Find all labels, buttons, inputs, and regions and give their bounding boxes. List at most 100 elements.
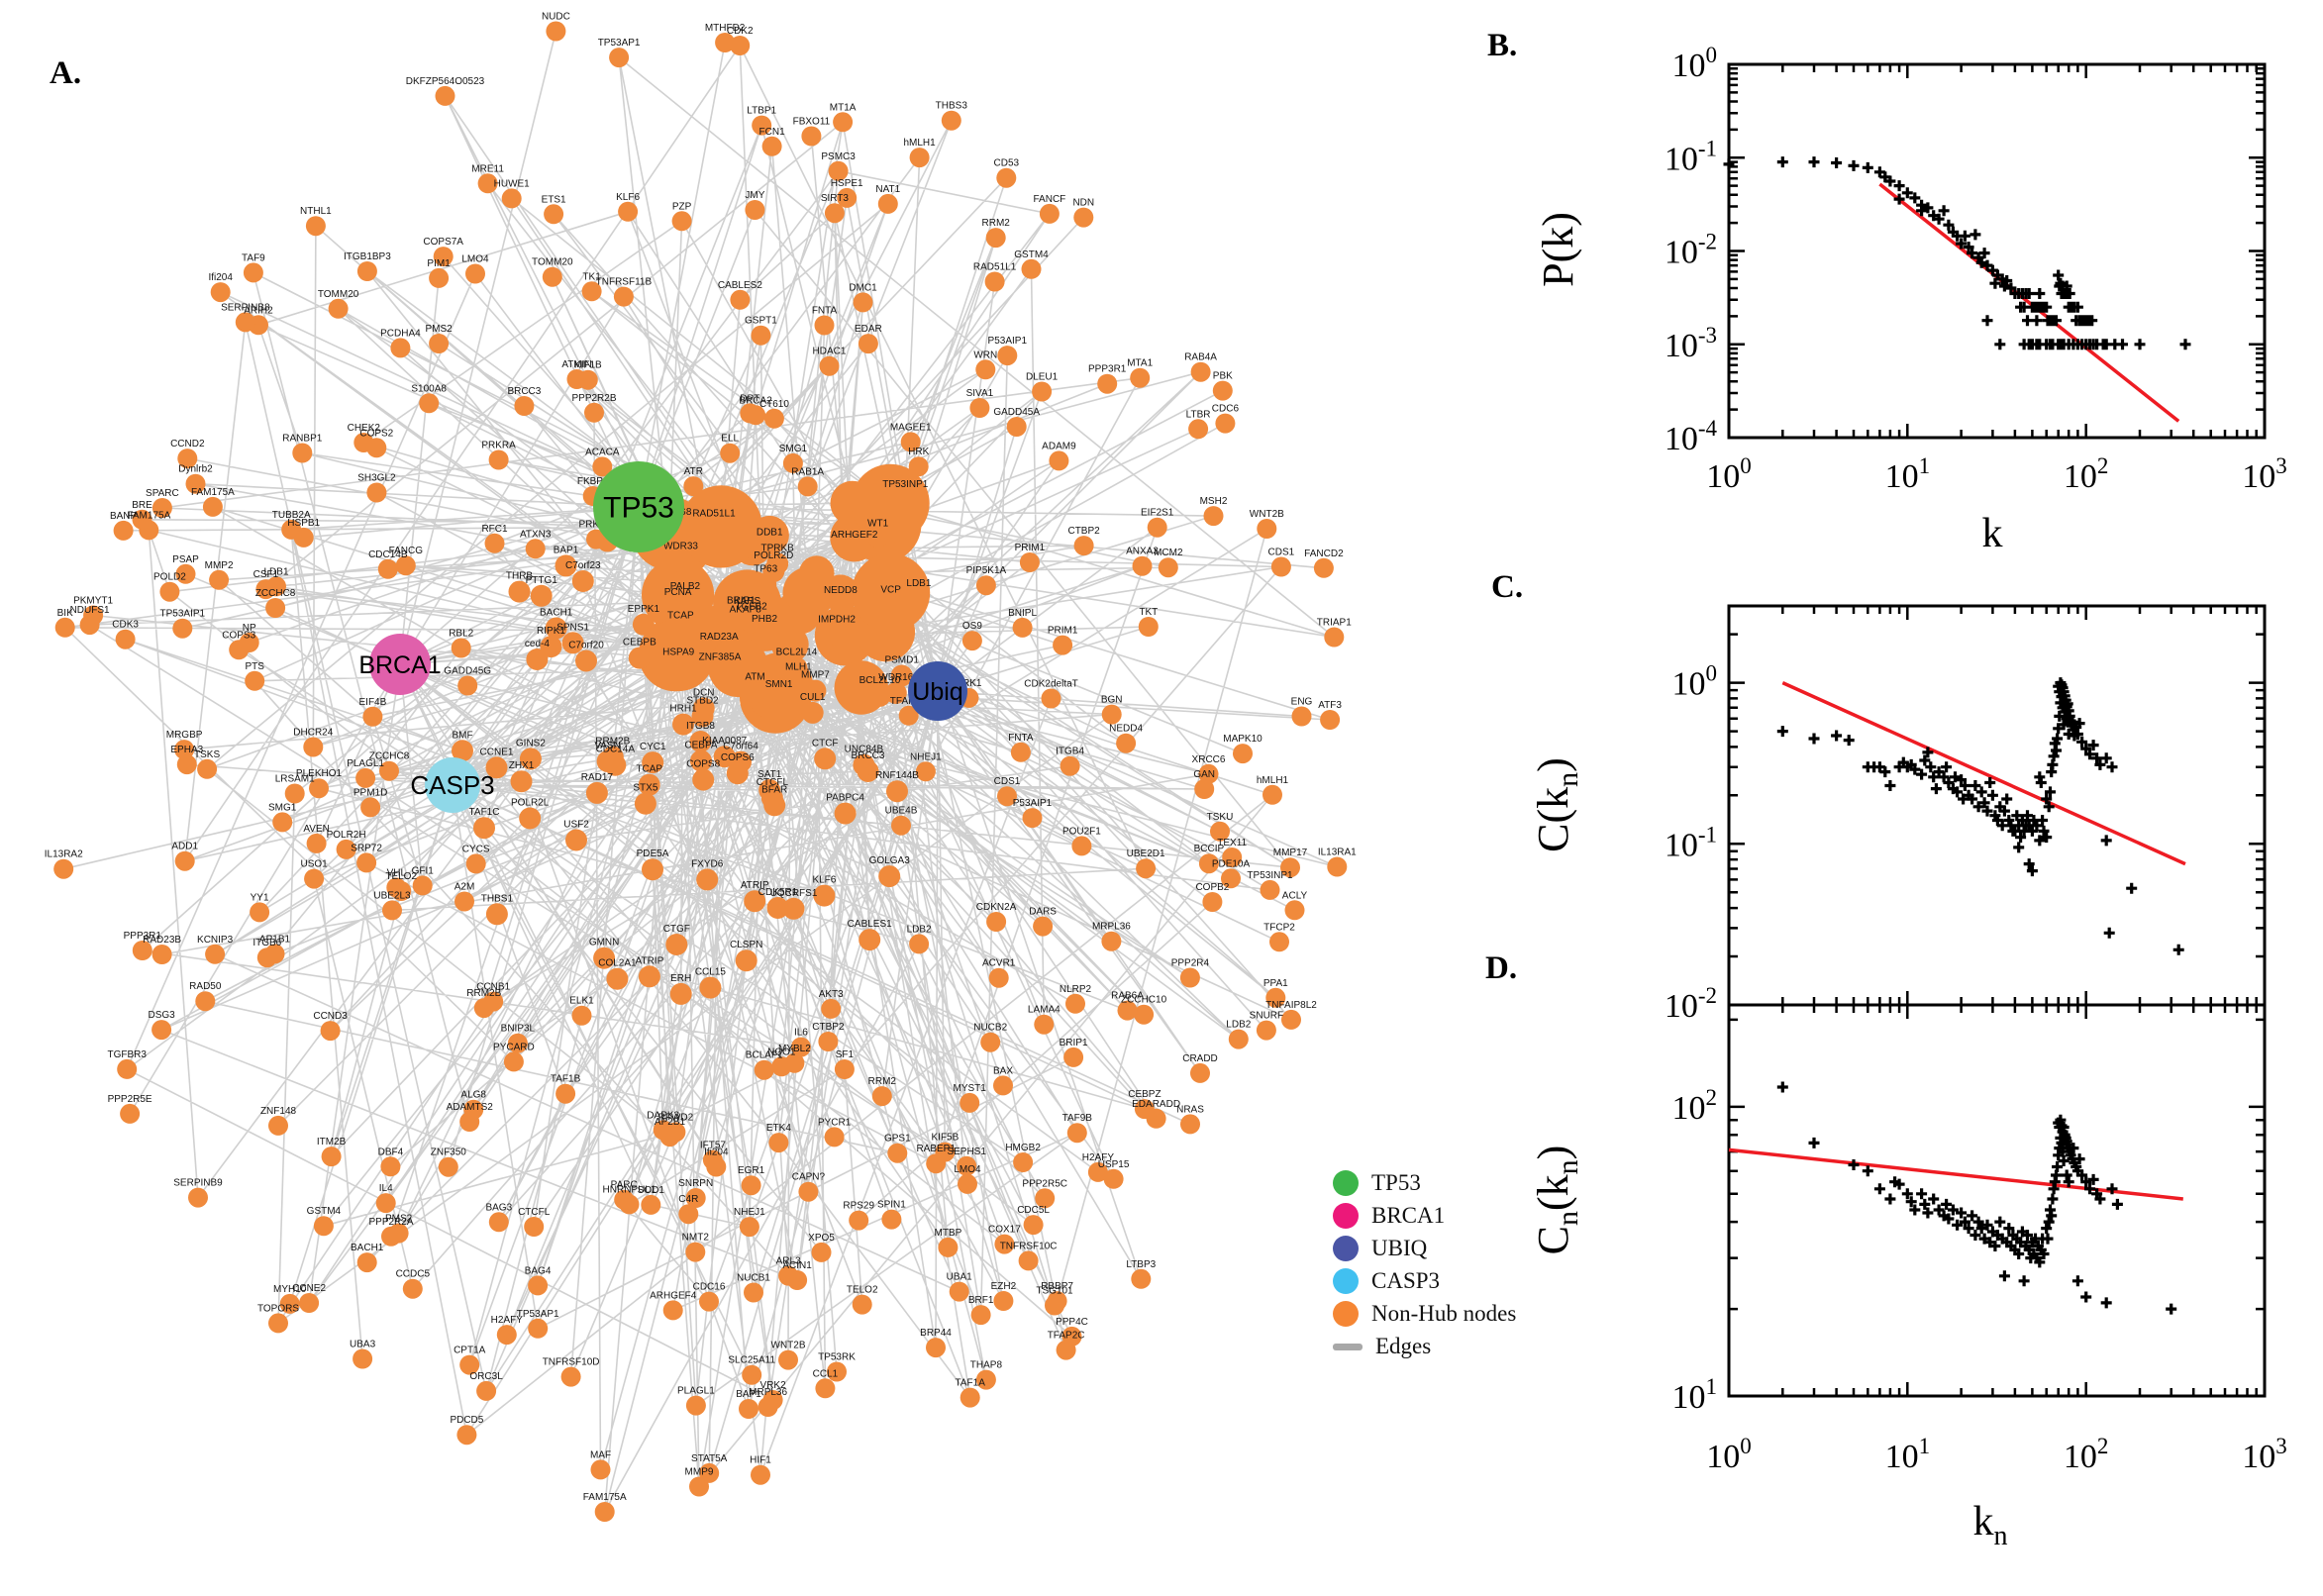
network-node	[465, 853, 486, 874]
network-node	[268, 1115, 288, 1136]
network-node	[586, 529, 606, 549]
network-node	[785, 656, 808, 679]
network-node	[457, 675, 478, 696]
network-node-label: BRF1	[968, 1295, 994, 1306]
network-node-label: CRADD	[1182, 1053, 1218, 1064]
network-node-label: MRPL36	[749, 1387, 787, 1398]
network-node-label: TP53AIP1	[160, 609, 206, 620]
network-node-label: AKAP8	[730, 605, 762, 616]
network-node	[1265, 987, 1286, 1008]
network-node	[692, 768, 715, 791]
network-node-label: VRK2	[760, 1380, 787, 1391]
network-node	[530, 584, 553, 607]
network-node	[1131, 1268, 1152, 1289]
network-node-label: WRN	[973, 349, 997, 360]
network-node-label: MRGBP	[166, 730, 203, 741]
network-node	[741, 1175, 761, 1196]
network-node-label: DCN	[693, 688, 715, 699]
network-node	[665, 934, 688, 955]
legend-node-swatch-icon	[1333, 1301, 1359, 1327]
network-node-label: TOPORS	[257, 1303, 299, 1314]
legend-item-edges: Edges	[1333, 1334, 1516, 1359]
fit-line	[1728, 1147, 2183, 1201]
network-node-label: SEPHS1	[947, 1147, 986, 1157]
network-core-node	[852, 553, 931, 633]
network-node-label: THBS1	[481, 893, 514, 904]
network-node	[1147, 517, 1167, 538]
network-node-label: RRM2	[868, 1076, 897, 1087]
network-node-label: H2AFY	[1082, 1152, 1115, 1163]
network-node	[834, 1059, 855, 1079]
network-node-label: FNTA	[812, 306, 838, 317]
network-node	[309, 778, 329, 799]
network-node-label: RABEP1	[916, 1144, 956, 1154]
network-node	[685, 1242, 706, 1262]
network-node-label: STBD2	[686, 695, 719, 706]
network-node	[787, 1270, 808, 1290]
network-node	[754, 1059, 774, 1080]
network-node-label: PSMC3	[821, 151, 856, 162]
network-node-label: BCL2L14	[776, 648, 818, 658]
network-node-label: P53AIP1	[1013, 798, 1053, 809]
network-node-label: COPB2	[1195, 882, 1229, 893]
network-node-label: IMPDH2	[818, 614, 856, 625]
network-node	[824, 203, 845, 224]
network-node-label: USP15	[1098, 1159, 1130, 1170]
network-node	[465, 263, 485, 284]
network-node	[132, 941, 152, 960]
network-node-label: ACIN1	[782, 1260, 812, 1271]
network-node	[853, 753, 875, 776]
network-node	[473, 817, 495, 840]
network-node-label: ETS1	[542, 194, 566, 205]
network-node-label: BIK	[57, 608, 73, 619]
network-node	[390, 338, 411, 358]
network-node-label: ARIH2	[244, 305, 273, 316]
network-node	[683, 476, 704, 497]
legend-item-label: BRCA1	[1371, 1203, 1446, 1228]
network-node	[1179, 967, 1200, 988]
network-node	[1320, 710, 1341, 730]
network-node	[671, 211, 692, 232]
network-node-label: ATM	[745, 672, 764, 683]
network-node-label: NUCB1	[737, 1273, 770, 1284]
network-node-label: NTHL1	[300, 206, 332, 217]
network-node	[284, 783, 305, 804]
network-node	[377, 558, 398, 579]
network-node-label: RAD51L1	[973, 262, 1017, 273]
network-node	[900, 432, 921, 452]
network-node-label: TELO2	[847, 1285, 878, 1296]
network-node-label: TRIAP1	[1317, 618, 1352, 629]
network-node-label: CPT1A	[454, 1346, 486, 1356]
network-node	[632, 613, 655, 636]
network-node	[768, 1133, 789, 1153]
network-node-label: CEBPB	[623, 638, 656, 648]
network-node	[293, 527, 314, 548]
network-core-node	[782, 566, 836, 620]
plot-frame	[1727, 1003, 2267, 1398]
y-tick-label: 10-1	[1665, 822, 1717, 863]
network-node-label: SERPINB9	[173, 1178, 223, 1189]
network-node	[560, 1366, 581, 1387]
network-node	[565, 829, 587, 851]
network-node-label: BRCC3	[507, 386, 541, 397]
network-node	[744, 890, 766, 913]
network-node-label: EZH2	[991, 1281, 1017, 1292]
network-node-label: COPS6	[721, 752, 755, 763]
network-node	[975, 359, 996, 380]
network-node-label: TGFBR3	[107, 1049, 147, 1060]
legend-item-label: TP53	[1371, 1170, 1421, 1195]
network-node-label: LAMA4	[1028, 1005, 1060, 1016]
network-node	[477, 173, 498, 194]
x-axis-title: kn	[1973, 1499, 2008, 1551]
network-node-label: IL6	[794, 1028, 808, 1039]
network-node-label: TFAP2C	[1048, 1331, 1085, 1342]
network-node	[642, 751, 664, 774]
network-node-label: NHEJ1	[734, 1207, 765, 1218]
network-node-label: FCN1	[759, 127, 786, 138]
network-node-label: MMP17	[1273, 848, 1308, 858]
network-node	[79, 615, 100, 636]
network-node-label: MMP7	[801, 670, 830, 681]
network-node	[926, 1338, 946, 1358]
network-node	[638, 773, 660, 796]
